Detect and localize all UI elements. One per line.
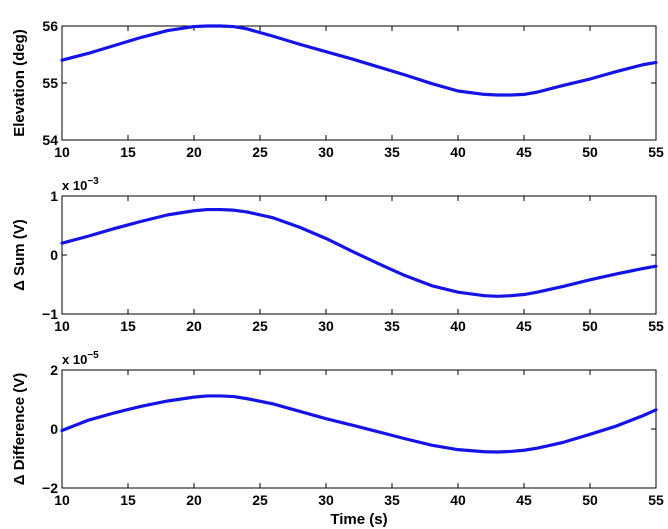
delta-sum-exponent-label: x 10−3 [62, 176, 99, 193]
elevation-x-tick-label-55: 55 [648, 144, 664, 160]
elevation-x-tick-labels: 10 15 20 25 30 35 40 45 50 55 [54, 144, 664, 160]
delta-sum-x-tick-label-15: 15 [120, 318, 136, 334]
delta-sum-panel: 10 15 20 25 30 35 40 45 50 55 −1 0 1 Δ Sum (V) x 10… [11, 176, 664, 334]
time-x-axis-label: Time (s) [330, 511, 387, 528]
delta-difference-x-tick-label-55: 55 [648, 492, 664, 508]
delta-sum-x-tick-label-35: 35 [384, 318, 400, 334]
delta-difference-x-tick-label-50: 50 [582, 492, 598, 508]
delta-difference-y-tick-label-2: 2 [50, 362, 58, 378]
delta-difference-panel: 10 15 20 25 30 35 40 45 50 55 −2 0 2 Δ Difference (… [11, 350, 664, 528]
elevation-x-tick-label-50: 50 [582, 144, 598, 160]
delta-sum-x-tick-label-20: 20 [186, 318, 202, 334]
delta-sum-y-tick-label-0: −1 [42, 306, 58, 322]
elevation-tick-marks [61, 25, 657, 141]
elevation-y-tick-label-1: 55 [42, 75, 58, 91]
elevation-x-tick-label-40: 40 [450, 144, 466, 160]
delta-difference-y-tick-labels: −2 0 2 [42, 362, 58, 496]
elevation-y-axis-label: Elevation (deg) [11, 29, 28, 137]
delta-sum-x-tick-label-40: 40 [450, 318, 466, 334]
elevation-x-tick-label-10: 10 [54, 144, 70, 160]
delta-sum-exponent-base: x 10 [62, 178, 87, 193]
delta-difference-y-tick-label-1: 0 [50, 421, 58, 437]
elevation-x-tick-label-30: 30 [318, 144, 334, 160]
elevation-y-tick-labels: 54 55 56 [42, 18, 58, 148]
delta-difference-x-tick-label-15: 15 [120, 492, 136, 508]
elevation-x-tick-label-35: 35 [384, 144, 400, 160]
delta-sum-tick-marks [61, 195, 657, 315]
delta-sum-exponent-power: −3 [87, 176, 99, 187]
delta-sum-x-tick-label-50: 50 [582, 318, 598, 334]
elevation-x-tick-label-25: 25 [252, 144, 268, 160]
delta-sum-y-tick-label-2: 1 [50, 188, 58, 204]
delta-difference-exponent-label: x 10−5 [62, 350, 99, 367]
delta-difference-series-line [60, 394, 658, 454]
elevation-x-tick-label-15: 15 [120, 144, 136, 160]
elevation-series-line [60, 24, 658, 97]
delta-sum-x-tick-label-25: 25 [252, 318, 268, 334]
elevation-panel: 10 15 20 25 30 35 40 45 50 55 54 55 56 Elevation (d… [11, 18, 664, 160]
delta-sum-x-tick-label-10: 10 [54, 318, 70, 334]
delta-difference-x-tick-label-45: 45 [516, 492, 532, 508]
delta-difference-x-tick-label-35: 35 [384, 492, 400, 508]
delta-sum-y-tick-labels: −1 0 1 [42, 188, 58, 322]
elevation-y-tick-label-2: 56 [42, 18, 58, 34]
elevation-y-tick-label-0: 54 [42, 132, 58, 148]
delta-sum-y-tick-label-1: 0 [50, 247, 58, 263]
delta-sum-x-tick-label-30: 30 [318, 318, 334, 334]
delta-sum-y-axis-label: Δ Sum (V) [11, 219, 28, 291]
delta-difference-x-tick-label-20: 20 [186, 492, 202, 508]
elevation-x-tick-label-20: 20 [186, 144, 202, 160]
delta-sum-x-tick-label-45: 45 [516, 318, 532, 334]
delta-difference-x-tick-labels: 10 15 20 25 30 35 40 45 50 55 [54, 492, 664, 508]
delta-sum-x-tick-labels: 10 15 20 25 30 35 40 45 50 55 [54, 318, 664, 334]
delta-difference-plot-frame [61, 369, 657, 489]
delta-difference-x-tick-label-25: 25 [252, 492, 268, 508]
delta-difference-x-tick-label-30: 30 [318, 492, 334, 508]
delta-sum-x-tick-label-55: 55 [648, 318, 664, 334]
delta-difference-y-tick-label-0: −2 [42, 480, 58, 496]
delta-difference-x-tick-label-10: 10 [54, 492, 70, 508]
delta-difference-exponent-power: −5 [87, 350, 99, 361]
delta-difference-tick-marks [61, 369, 657, 489]
delta-difference-y-axis-label: Δ Difference (V) [11, 373, 28, 485]
delta-difference-exponent-base: x 10 [62, 352, 87, 367]
delta-sum-series-line [60, 207, 658, 298]
elevation-x-tick-label-45: 45 [516, 144, 532, 160]
delta-difference-x-tick-label-40: 40 [450, 492, 466, 508]
